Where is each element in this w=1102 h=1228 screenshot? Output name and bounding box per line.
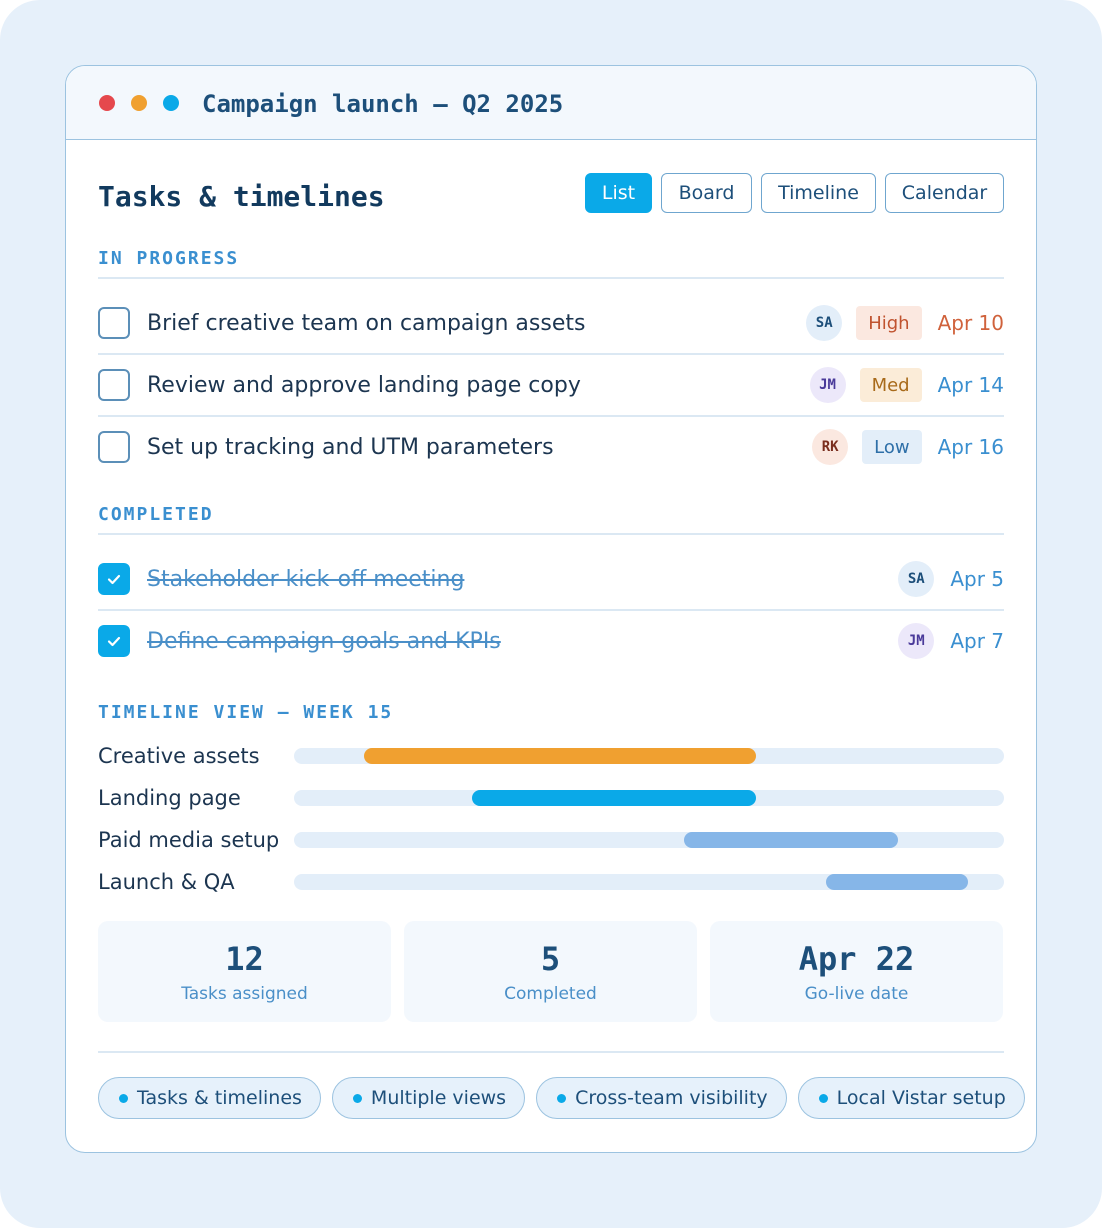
- timeline-track: [294, 748, 1004, 764]
- view-button[interactable]: Calendar: [885, 173, 1004, 213]
- feature-tag[interactable]: Multiple views: [331, 1077, 526, 1119]
- tag-dot: [119, 1093, 128, 1103]
- maximize-dot[interactable]: [163, 95, 179, 111]
- tag-text: Cross-team visibility: [575, 1087, 768, 1109]
- divider: [98, 415, 1004, 417]
- feature-tag[interactable]: Local Vistar setup: [797, 1077, 1025, 1119]
- tag-dot: [818, 1093, 828, 1103]
- view-button[interactable]: List: [585, 173, 652, 213]
- stat-value: 5: [540, 939, 561, 978]
- section-label: IN PROGRESS: [98, 247, 240, 269]
- task-title: Stakeholder kick-off meeting: [147, 566, 465, 592]
- divider: [98, 353, 1004, 355]
- timeline-track: [294, 790, 1004, 806]
- timeline-track: [294, 832, 1004, 848]
- divider: [98, 1051, 1004, 1053]
- title-bar: Campaign launch — Q2 2025: [66, 66, 1036, 140]
- timeline-label: Launch & QA: [98, 870, 235, 894]
- timeline-label: Creative assets: [98, 744, 260, 768]
- assignee-avatar: JM: [809, 367, 846, 403]
- check-icon: [107, 574, 121, 585]
- tag-text: Local Vistar setup: [836, 1087, 1006, 1109]
- timeline-bar: [472, 790, 756, 806]
- stat-card: 12 Tasks assigned: [98, 921, 391, 1022]
- tag-dot: [352, 1093, 362, 1103]
- priority-badge: Med: [859, 368, 922, 402]
- stat-card: Apr 22 Go-live date: [710, 921, 1003, 1022]
- timeline-track: [294, 874, 1004, 890]
- window-title: Campaign launch — Q2 2025: [202, 90, 564, 118]
- priority-badge: High: [856, 306, 922, 340]
- due-date: Apr 14: [937, 373, 1004, 397]
- close-dot[interactable]: [99, 95, 115, 111]
- feature-tag[interactable]: Cross-team visibility: [536, 1077, 787, 1119]
- task-title: Brief creative team on campaign assets: [147, 310, 586, 336]
- due-date: Apr 7: [950, 629, 1004, 653]
- stat-card: 5 Completed: [404, 921, 697, 1022]
- window: Campaign launch — Q2 2025 Tasks & timeli…: [65, 65, 1037, 1153]
- priority-badge: Low: [862, 430, 922, 464]
- stat-value: Apr 22: [798, 939, 915, 978]
- timeline-label: Paid media setup: [98, 828, 280, 852]
- tag-dot: [557, 1093, 567, 1103]
- checkbox[interactable]: [98, 307, 130, 339]
- timeline-label: Landing page: [98, 786, 241, 810]
- page-title: Tasks & timelines: [98, 179, 385, 213]
- view-button[interactable]: Timeline: [761, 173, 876, 213]
- checkbox[interactable]: [98, 369, 130, 401]
- assignee-avatar: JM: [898, 623, 935, 659]
- timeline-bar: [826, 874, 968, 890]
- divider: [98, 609, 1004, 611]
- checkbox[interactable]: [98, 431, 130, 463]
- task-title: Set up tracking and UTM parameters: [147, 434, 554, 460]
- task-title: Review and approve landing page copy: [147, 372, 581, 398]
- assignee-avatar: SA: [806, 305, 843, 341]
- checkbox[interactable]: [98, 563, 130, 595]
- feature-tag[interactable]: Tasks & timelines: [98, 1077, 321, 1119]
- stat-value: 12: [225, 939, 264, 978]
- due-date: Apr 10: [937, 311, 1004, 335]
- stat-label: Completed: [504, 983, 597, 1004]
- section-label: TIMELINE VIEW — WEEK 15: [98, 701, 394, 723]
- minimize-dot[interactable]: [131, 95, 147, 111]
- timeline-bar: [684, 832, 898, 848]
- view-button[interactable]: Board: [661, 173, 752, 213]
- tag-text: Multiple views: [370, 1087, 507, 1109]
- divider: [98, 277, 1004, 279]
- checkbox[interactable]: [98, 625, 130, 657]
- timeline-bar: [364, 748, 756, 764]
- task-title: Define campaign goals and KPIs: [147, 628, 501, 654]
- stat-label: Tasks assigned: [181, 983, 308, 1004]
- stat-label: Go-live date: [804, 983, 909, 1004]
- check-icon: [107, 636, 121, 647]
- due-date: Apr 16: [937, 435, 1004, 459]
- section-label: COMPLETED: [98, 503, 214, 525]
- tag-text: Tasks & timelines: [137, 1087, 302, 1109]
- assignee-avatar: RK: [812, 429, 849, 465]
- assignee-avatar: SA: [898, 561, 935, 597]
- divider: [98, 533, 1004, 535]
- due-date: Apr 5: [950, 567, 1004, 591]
